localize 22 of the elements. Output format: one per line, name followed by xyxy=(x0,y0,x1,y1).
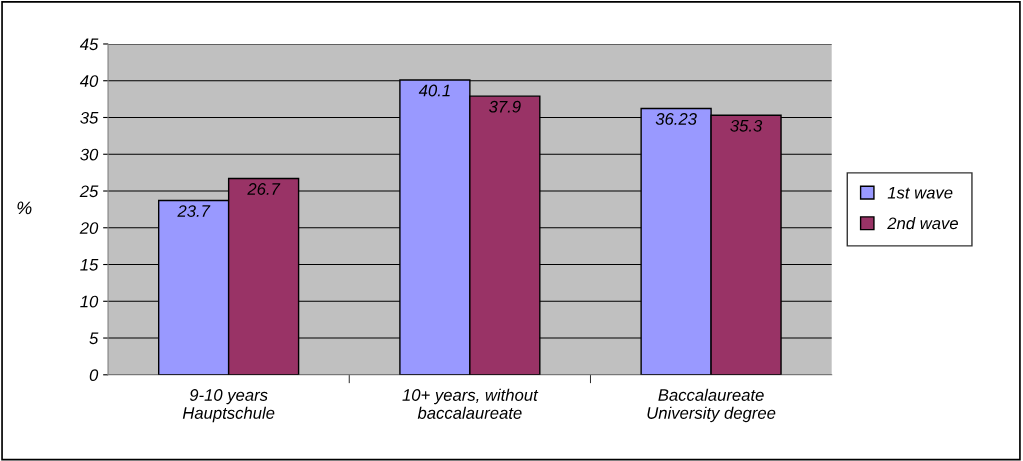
y-tick-label: 40 xyxy=(79,75,99,87)
x-tick-label: 9-10 years Hauptschule xyxy=(182,389,275,423)
legend-label: 2nd wave xyxy=(887,216,958,230)
y-tick-label: 25 xyxy=(79,185,99,198)
data-label: 23.7 xyxy=(177,205,211,217)
data-label: 37.9 xyxy=(489,100,521,113)
y-tick-label: 20 xyxy=(79,222,99,234)
data-label: 40.1 xyxy=(418,84,450,97)
y-tick-label: 10 xyxy=(80,295,99,308)
y-tick-label: 45 xyxy=(79,38,99,51)
legend-label: 1st wave xyxy=(887,186,953,199)
x-tick-label: 10+ years, without baccalaureate xyxy=(402,388,539,419)
x-tick-label: Baccalaureate University degree xyxy=(647,388,776,423)
y-tick-label: 15 xyxy=(80,259,99,271)
y-tick-label: 30 xyxy=(80,148,99,161)
y-tick-label: 35 xyxy=(80,111,99,124)
y-axis-title: % xyxy=(17,201,32,215)
y-tick-label: 0 xyxy=(89,369,99,381)
data-label: 36.23 xyxy=(655,113,697,125)
data-label: 26.7 xyxy=(247,183,281,195)
y-tick-label: 5 xyxy=(89,332,99,345)
data-label: 35.3 xyxy=(730,119,763,132)
